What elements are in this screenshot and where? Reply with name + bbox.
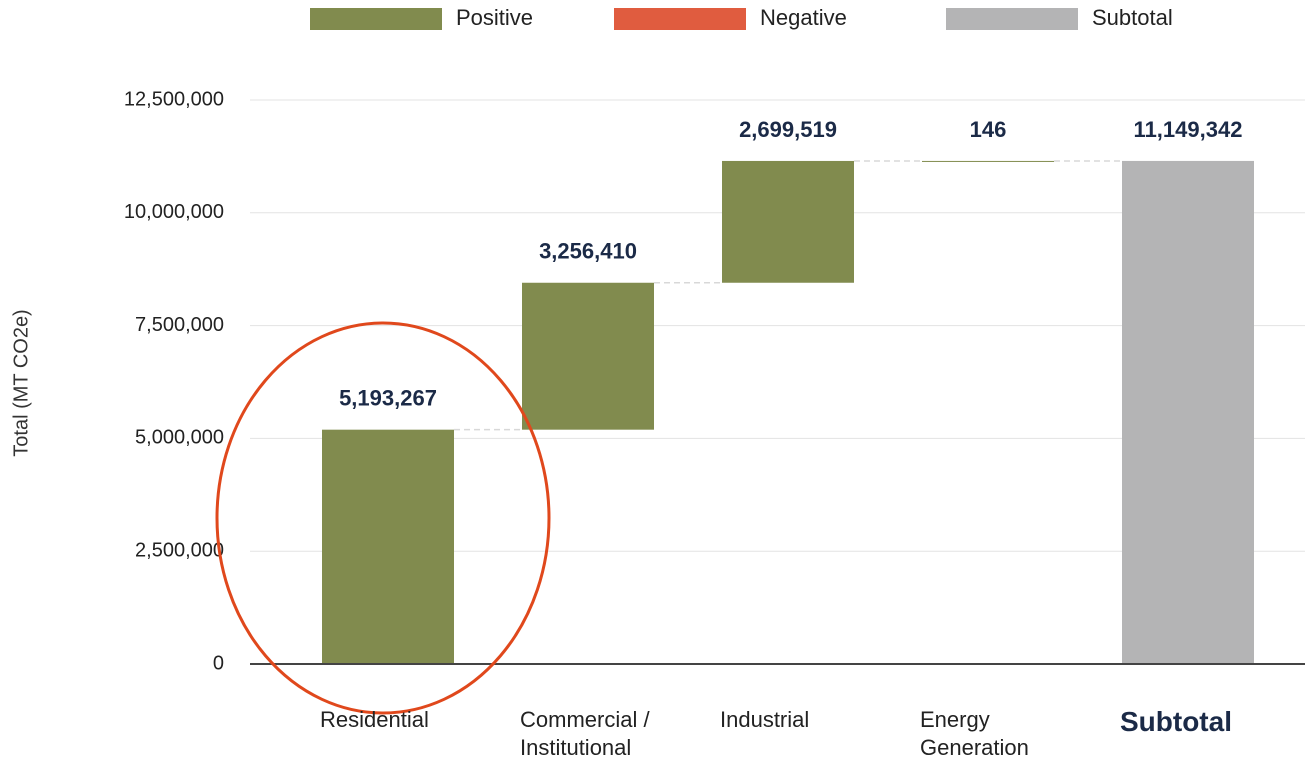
x-tick-label: Commercial / Institutional	[520, 707, 650, 760]
legend-label: Positive	[456, 5, 533, 30]
legend-label: Subtotal	[1092, 5, 1173, 30]
y-tick-label: 7,500,000	[135, 314, 224, 336]
bar	[722, 160, 854, 283]
x-tick-label: Industrial	[720, 707, 810, 732]
value-label: 5,193,267	[339, 385, 437, 410]
y-tick-label: 10,000,000	[124, 201, 224, 223]
bar	[322, 429, 454, 664]
bar	[1122, 160, 1254, 664]
legend-swatch	[614, 8, 746, 30]
x-tick-label: Energy Generation	[920, 707, 1029, 760]
x-tick-label: Residential	[320, 707, 429, 732]
highlight-ellipse	[215, 321, 551, 715]
bar	[922, 160, 1054, 162]
y-tick-label: 2,500,000	[135, 539, 224, 561]
y-tick-label: 5,000,000	[135, 427, 224, 449]
legend-swatch	[310, 8, 442, 30]
legend-label: Negative	[760, 5, 847, 30]
value-label: 146	[970, 117, 1007, 142]
x-tick-label: Subtotal	[1120, 706, 1232, 737]
legend-swatch	[946, 8, 1078, 30]
y-tick-label: 12,500,000	[124, 88, 224, 110]
y-axis-label: Total (MT CO2e)	[10, 309, 32, 456]
value-label: 3,256,410	[539, 239, 637, 264]
value-label: 2,699,519	[739, 117, 837, 142]
bar	[522, 282, 654, 430]
value-label: 11,149,342	[1134, 117, 1243, 142]
y-tick-label: 0	[213, 652, 224, 674]
